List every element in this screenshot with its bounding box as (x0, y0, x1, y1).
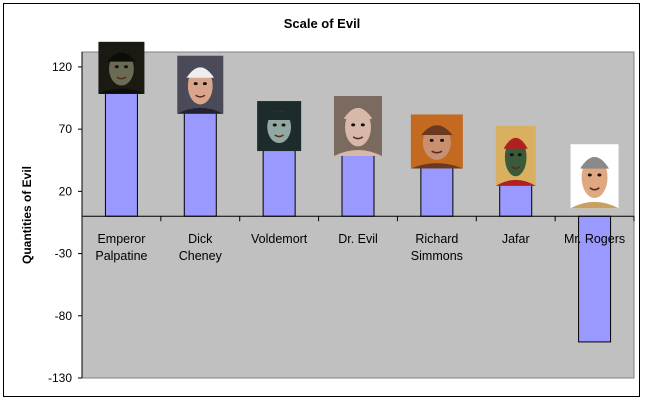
y-tick-label: -30 (55, 247, 73, 261)
bald-villain-portrait-image (334, 96, 382, 157)
category-label: Emperor Palpatine (95, 232, 147, 263)
category-label: Richard Simmons (411, 232, 463, 263)
bar-1 (183, 111, 217, 217)
cartoon-vizier-portrait-image (495, 125, 536, 186)
category-label: Mr. Rogers (564, 232, 625, 246)
bar-2 (262, 148, 296, 217)
y-axis-label: Quantities of Evil (20, 166, 34, 264)
y-tick-label: -80 (55, 309, 73, 323)
category-label: Dick Cheney (179, 232, 223, 263)
y-axis: 120 70 20 -30 -80 -130 (48, 52, 83, 385)
portrait-images (98, 41, 619, 209)
curly-haired-man-portrait-image (410, 114, 463, 169)
bar-0 (104, 91, 138, 217)
y-tick-label: 120 (52, 60, 72, 74)
y-tick-label: -130 (48, 371, 72, 385)
bar-5 (499, 183, 533, 217)
pale-villain-portrait-image (257, 101, 302, 152)
category-label: Dr. Evil (338, 232, 378, 246)
bar-4 (420, 165, 454, 217)
category-label: Voldemort (251, 232, 308, 246)
dark-hooded-portrait-image (98, 41, 145, 94)
man-portrait-image (177, 55, 224, 114)
bar-3 (341, 153, 375, 217)
smiling-man-portrait-image (570, 144, 619, 209)
category-labels: Emperor Palpatine Dick Cheney Voldemort Dr. E… (95, 232, 625, 263)
chart-title: Scale of Evil (284, 16, 361, 31)
bar-6 (578, 215, 612, 343)
x-axis (81, 215, 635, 222)
category-label: Jafar (502, 232, 530, 246)
y-tick-label: 20 (59, 184, 73, 198)
y-tick-label: 70 (59, 122, 73, 136)
bars-group (104, 91, 612, 343)
